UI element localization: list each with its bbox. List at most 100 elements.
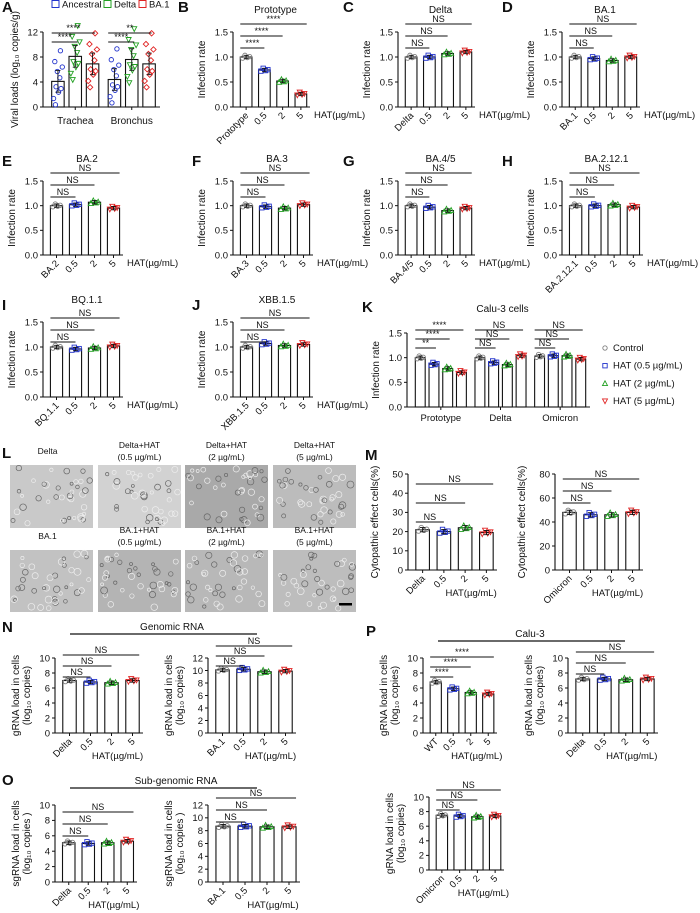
- significance-label: NS: [539, 338, 552, 348]
- cell-shape: [205, 584, 211, 590]
- cell-shape: [31, 572, 39, 580]
- y-tick-label: 10: [552, 653, 563, 664]
- error-bar: [537, 354, 542, 359]
- x-tick-label: 5: [107, 400, 119, 412]
- cell-shape: [103, 570, 109, 576]
- cell-shape: [151, 562, 155, 567]
- cell-shape: [312, 568, 318, 573]
- cell-shape: [247, 475, 252, 480]
- cell-shape: [348, 574, 354, 580]
- cell-shape: [80, 549, 89, 558]
- cell-shape: [258, 496, 265, 503]
- data-point-square: [493, 359, 500, 365]
- x-tick-label: 5: [294, 110, 306, 122]
- significance-label: NS: [585, 26, 598, 36]
- y-tick-label: 1.5: [389, 328, 402, 339]
- data-point-square: [453, 685, 460, 692]
- significance-label: NS: [224, 812, 237, 822]
- x-tick-label: 2: [471, 873, 483, 885]
- data-point-triangle: [108, 838, 115, 845]
- error-bar: [630, 205, 636, 210]
- cell-shape: [171, 510, 179, 517]
- y-tick-label: 1.5: [215, 176, 228, 187]
- cell-shape: [235, 595, 243, 603]
- data-point-circle: [421, 527, 427, 534]
- data-point-triangle: [284, 204, 292, 211]
- data-point-diamond: [141, 77, 149, 85]
- data-point-circle: [576, 202, 582, 208]
- x-unit-label: HAT(µg/mL): [479, 110, 530, 121]
- y-tick-label: 20: [539, 541, 550, 552]
- y-tick-label: 12: [192, 653, 203, 664]
- bar: [236, 668, 251, 734]
- bar: [547, 355, 559, 408]
- error-bar: [92, 200, 97, 205]
- bar: [583, 514, 598, 571]
- cell-shape: [185, 472, 191, 479]
- data-point-circle: [539, 353, 546, 359]
- significance-label: NS: [235, 800, 248, 810]
- cell-shape: [67, 495, 75, 503]
- cell-shape: [335, 510, 343, 518]
- y-axis-label: Infection rate: [197, 330, 208, 388]
- data-point-triangle-down: [125, 678, 132, 686]
- panel-letter: P: [366, 623, 376, 640]
- x-unit-label: HAT(µg/mL): [127, 258, 178, 269]
- bar: [257, 69, 271, 108]
- cell-shape: [166, 497, 172, 503]
- cell-shape: [18, 584, 26, 591]
- cell-shape: [329, 494, 336, 501]
- data-point-triangle-down: [466, 205, 473, 212]
- y-tick-label: 0.5: [25, 226, 38, 237]
- cell-shape: [252, 503, 258, 510]
- cell-shape: [172, 558, 179, 565]
- cell-shape: [149, 581, 158, 590]
- data-point-square: [265, 66, 271, 73]
- data-point-triangle-down: [289, 823, 297, 831]
- bar: [68, 348, 83, 398]
- error-bar: [408, 54, 414, 60]
- y-tick-label: 4: [33, 77, 38, 88]
- y-tick-label: 2: [45, 713, 50, 724]
- data-point-triangle: [477, 812, 485, 819]
- error-bar: [492, 813, 498, 819]
- error-bar: [244, 344, 249, 350]
- cell-shape: [215, 516, 223, 524]
- bar: [479, 532, 494, 571]
- data-point-square: [442, 529, 448, 535]
- legend-label: HAT (5 µg/mL): [613, 396, 675, 407]
- bar: [104, 682, 119, 734]
- significance-label: NS: [595, 469, 608, 479]
- cell-shape: [201, 569, 209, 577]
- y-tick-label: 2: [198, 864, 203, 875]
- data-point-triangle: [284, 341, 292, 348]
- cell-shape: [168, 510, 175, 517]
- data-point-circle: [247, 343, 253, 350]
- cell-shape: [340, 512, 345, 517]
- x-tick-label: Delta: [404, 573, 428, 597]
- data-point-triangle: [507, 360, 514, 367]
- chart-title: Prototype: [254, 5, 297, 16]
- x-tick-label: 0.5: [63, 258, 80, 275]
- bar: [441, 210, 455, 256]
- micrograph-label: (0.5 µg/mL): [118, 537, 162, 547]
- significance-label: NS: [586, 175, 599, 185]
- x-unit-label: HAT(µg/mL): [127, 400, 178, 411]
- bar: [259, 826, 275, 883]
- micrograph: BA.1+HAT (0.5 µg/mL): [98, 525, 181, 612]
- cell-shape: [293, 582, 300, 589]
- x-tick-label: 0.5: [417, 258, 434, 275]
- data-point-circle: [215, 668, 222, 674]
- data-point-circle: [54, 68, 60, 75]
- y-tick-label: 0.0: [380, 250, 393, 261]
- cell-shape: [319, 497, 327, 505]
- cell-shape: [284, 601, 290, 607]
- y-axis-label: Infection rate: [362, 40, 373, 98]
- data-point-circle: [57, 48, 64, 54]
- cell-shape: [20, 556, 25, 560]
- micrograph-label: BA.1+HAT: [120, 525, 160, 535]
- significance-label: NS: [69, 826, 82, 836]
- cell-shape: [80, 504, 88, 511]
- x-unit-label: HAT(µg/mL): [446, 588, 497, 599]
